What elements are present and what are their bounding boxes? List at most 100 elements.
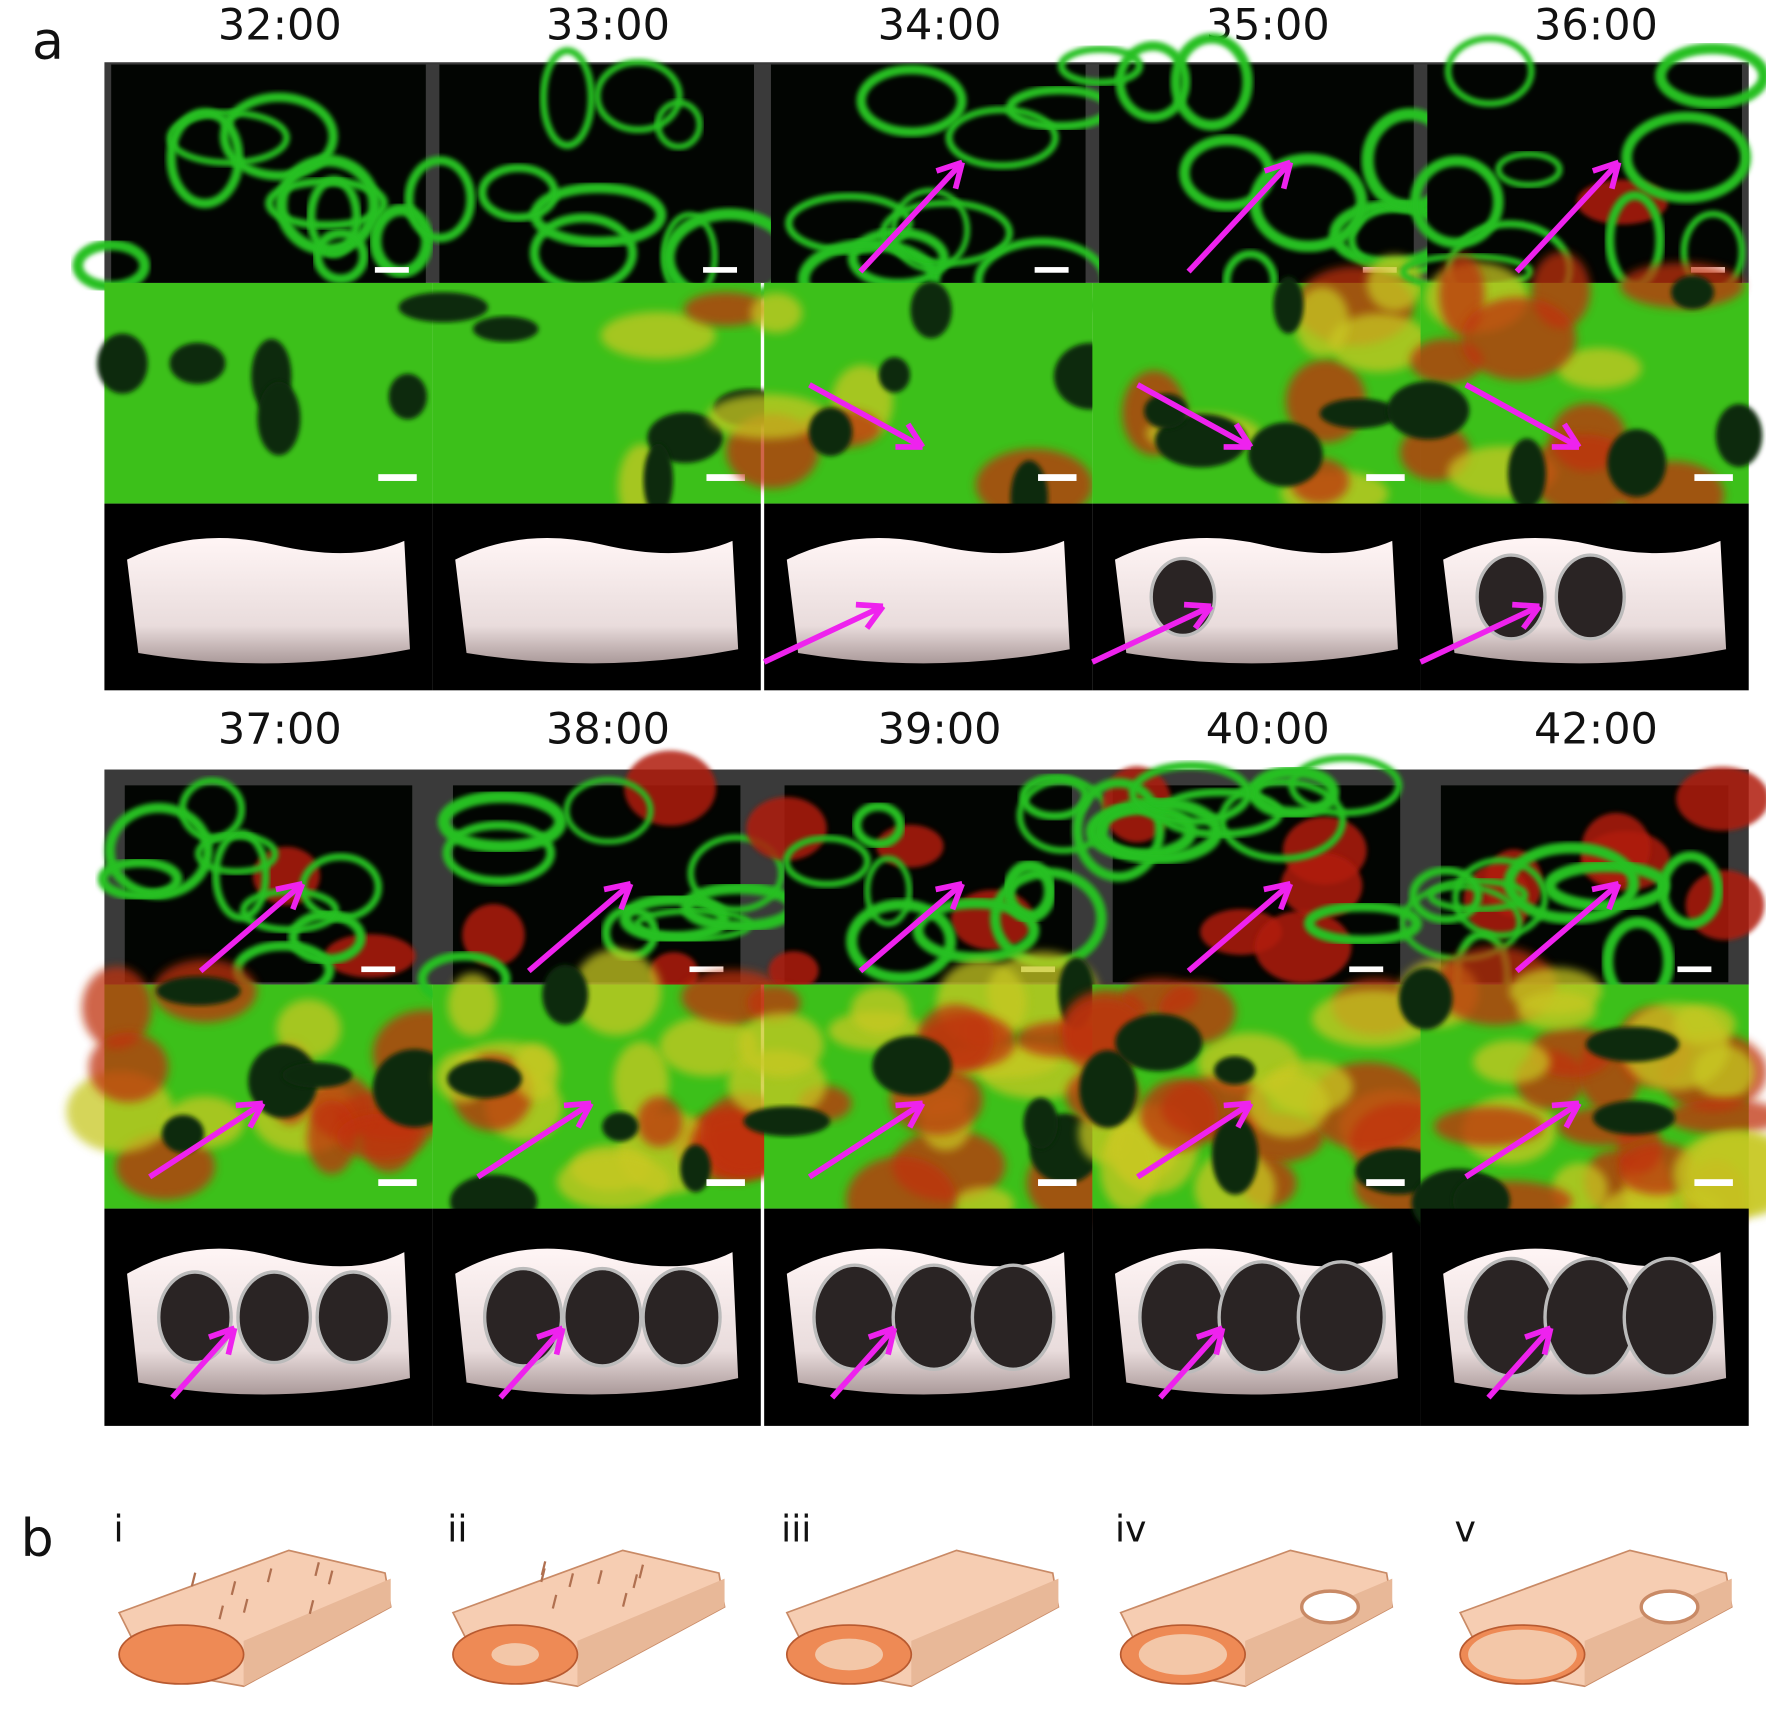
red-signal bbox=[750, 292, 803, 333]
confocal-image bbox=[1057, 33, 1459, 314]
dark-region bbox=[1387, 381, 1470, 440]
red-signal bbox=[1366, 254, 1423, 312]
red-signal bbox=[276, 999, 341, 1059]
arrow bbox=[1186, 881, 1294, 974]
dark-region bbox=[1155, 413, 1248, 468]
panel-label: b bbox=[21, 1509, 54, 1569]
scale-bar bbox=[374, 267, 409, 273]
membrane bbox=[275, 154, 381, 256]
arrow-shaft bbox=[526, 881, 633, 974]
membrane bbox=[219, 92, 338, 181]
dark-region bbox=[1398, 967, 1453, 1030]
arrow-head bbox=[1233, 422, 1254, 449]
red-signal bbox=[512, 1043, 560, 1100]
dark-region bbox=[1144, 393, 1189, 429]
scale-bar bbox=[1349, 966, 1384, 973]
panel-label: a bbox=[32, 12, 64, 72]
nucleus bbox=[768, 951, 819, 990]
lumen bbox=[1149, 556, 1217, 638]
arrow-head bbox=[1195, 1325, 1224, 1340]
membrane bbox=[1495, 151, 1563, 188]
tube-drawing bbox=[785, 1549, 1060, 1688]
dark-region bbox=[542, 964, 589, 1025]
dark-region bbox=[388, 373, 427, 420]
dark-region bbox=[643, 443, 674, 517]
arrow-head bbox=[225, 1327, 238, 1356]
render-3d bbox=[104, 503, 433, 691]
red-signal bbox=[556, 1152, 670, 1211]
red-signal bbox=[1329, 313, 1429, 372]
side-image bbox=[707, 281, 1127, 536]
filopodium bbox=[242, 1598, 249, 1613]
arrow-head bbox=[1541, 1327, 1554, 1356]
arrow-head bbox=[1280, 161, 1294, 190]
time-label: 37:00 bbox=[218, 705, 342, 755]
tube-side bbox=[243, 1578, 391, 1687]
arrow bbox=[1514, 881, 1622, 974]
arrow-head bbox=[553, 1327, 566, 1356]
lumen bbox=[562, 1266, 643, 1368]
arrow bbox=[1186, 159, 1294, 274]
scale-bar bbox=[378, 1179, 417, 1186]
membrane bbox=[539, 47, 595, 150]
confocal-image bbox=[1399, 766, 1766, 1021]
arrow-head bbox=[1263, 159, 1292, 174]
arrow-head bbox=[867, 1325, 896, 1340]
render-3d bbox=[104, 1208, 433, 1426]
scale-bar bbox=[1366, 474, 1405, 481]
lumen bbox=[1554, 553, 1626, 641]
arrow-shaft bbox=[1158, 1326, 1225, 1400]
tube-surface bbox=[786, 538, 1070, 664]
membrane bbox=[212, 829, 270, 922]
red-signal bbox=[659, 1016, 759, 1077]
time-label: 38:00 bbox=[546, 705, 670, 755]
membrane bbox=[442, 820, 556, 886]
dark-region bbox=[808, 407, 853, 457]
lumen bbox=[891, 1263, 977, 1372]
arrow-head bbox=[208, 1325, 236, 1340]
dark-region bbox=[398, 292, 489, 323]
arrow-shaft bbox=[829, 1326, 897, 1400]
arrow bbox=[858, 159, 965, 274]
membrane bbox=[1072, 777, 1165, 882]
arrow bbox=[148, 1100, 266, 1180]
arrow bbox=[1514, 159, 1622, 274]
arrow bbox=[1158, 1325, 1226, 1400]
tube-lumen bbox=[815, 1638, 883, 1671]
red-signal bbox=[1667, 1098, 1766, 1135]
arrow-shaft bbox=[1091, 603, 1213, 665]
filopodium bbox=[540, 1568, 546, 1583]
red-signal bbox=[747, 985, 801, 1021]
red-signal bbox=[1685, 1130, 1766, 1218]
filopodium bbox=[266, 1568, 273, 1583]
confocal-image bbox=[1072, 754, 1423, 984]
dark-region bbox=[1213, 1056, 1256, 1085]
tube-surface bbox=[127, 538, 410, 664]
dark-region bbox=[1023, 1097, 1059, 1149]
red-signal bbox=[81, 966, 152, 1049]
time-label: 34:00 bbox=[878, 1, 1002, 51]
arrow-head bbox=[864, 604, 886, 630]
tube-lumen bbox=[1138, 1634, 1228, 1675]
arrow bbox=[1464, 1100, 1582, 1180]
render-3d bbox=[432, 503, 761, 691]
lumen bbox=[641, 1266, 722, 1368]
time-label: 32:00 bbox=[218, 1, 342, 51]
tube-lumen bbox=[491, 1643, 539, 1666]
dark-region bbox=[602, 1112, 639, 1142]
arrow-shaft bbox=[498, 1326, 565, 1400]
filopodium bbox=[632, 1574, 639, 1589]
membrane bbox=[1543, 860, 1670, 912]
render-3d bbox=[764, 1208, 1093, 1426]
membrane bbox=[178, 777, 246, 842]
arrow-shaft bbox=[1464, 382, 1581, 450]
side-image bbox=[66, 959, 477, 1209]
membrane bbox=[1444, 35, 1535, 107]
dark-region bbox=[156, 976, 241, 1006]
red-signal bbox=[707, 394, 828, 439]
dark-region bbox=[97, 333, 148, 394]
filopodium bbox=[308, 1599, 315, 1615]
membrane bbox=[1288, 754, 1403, 817]
